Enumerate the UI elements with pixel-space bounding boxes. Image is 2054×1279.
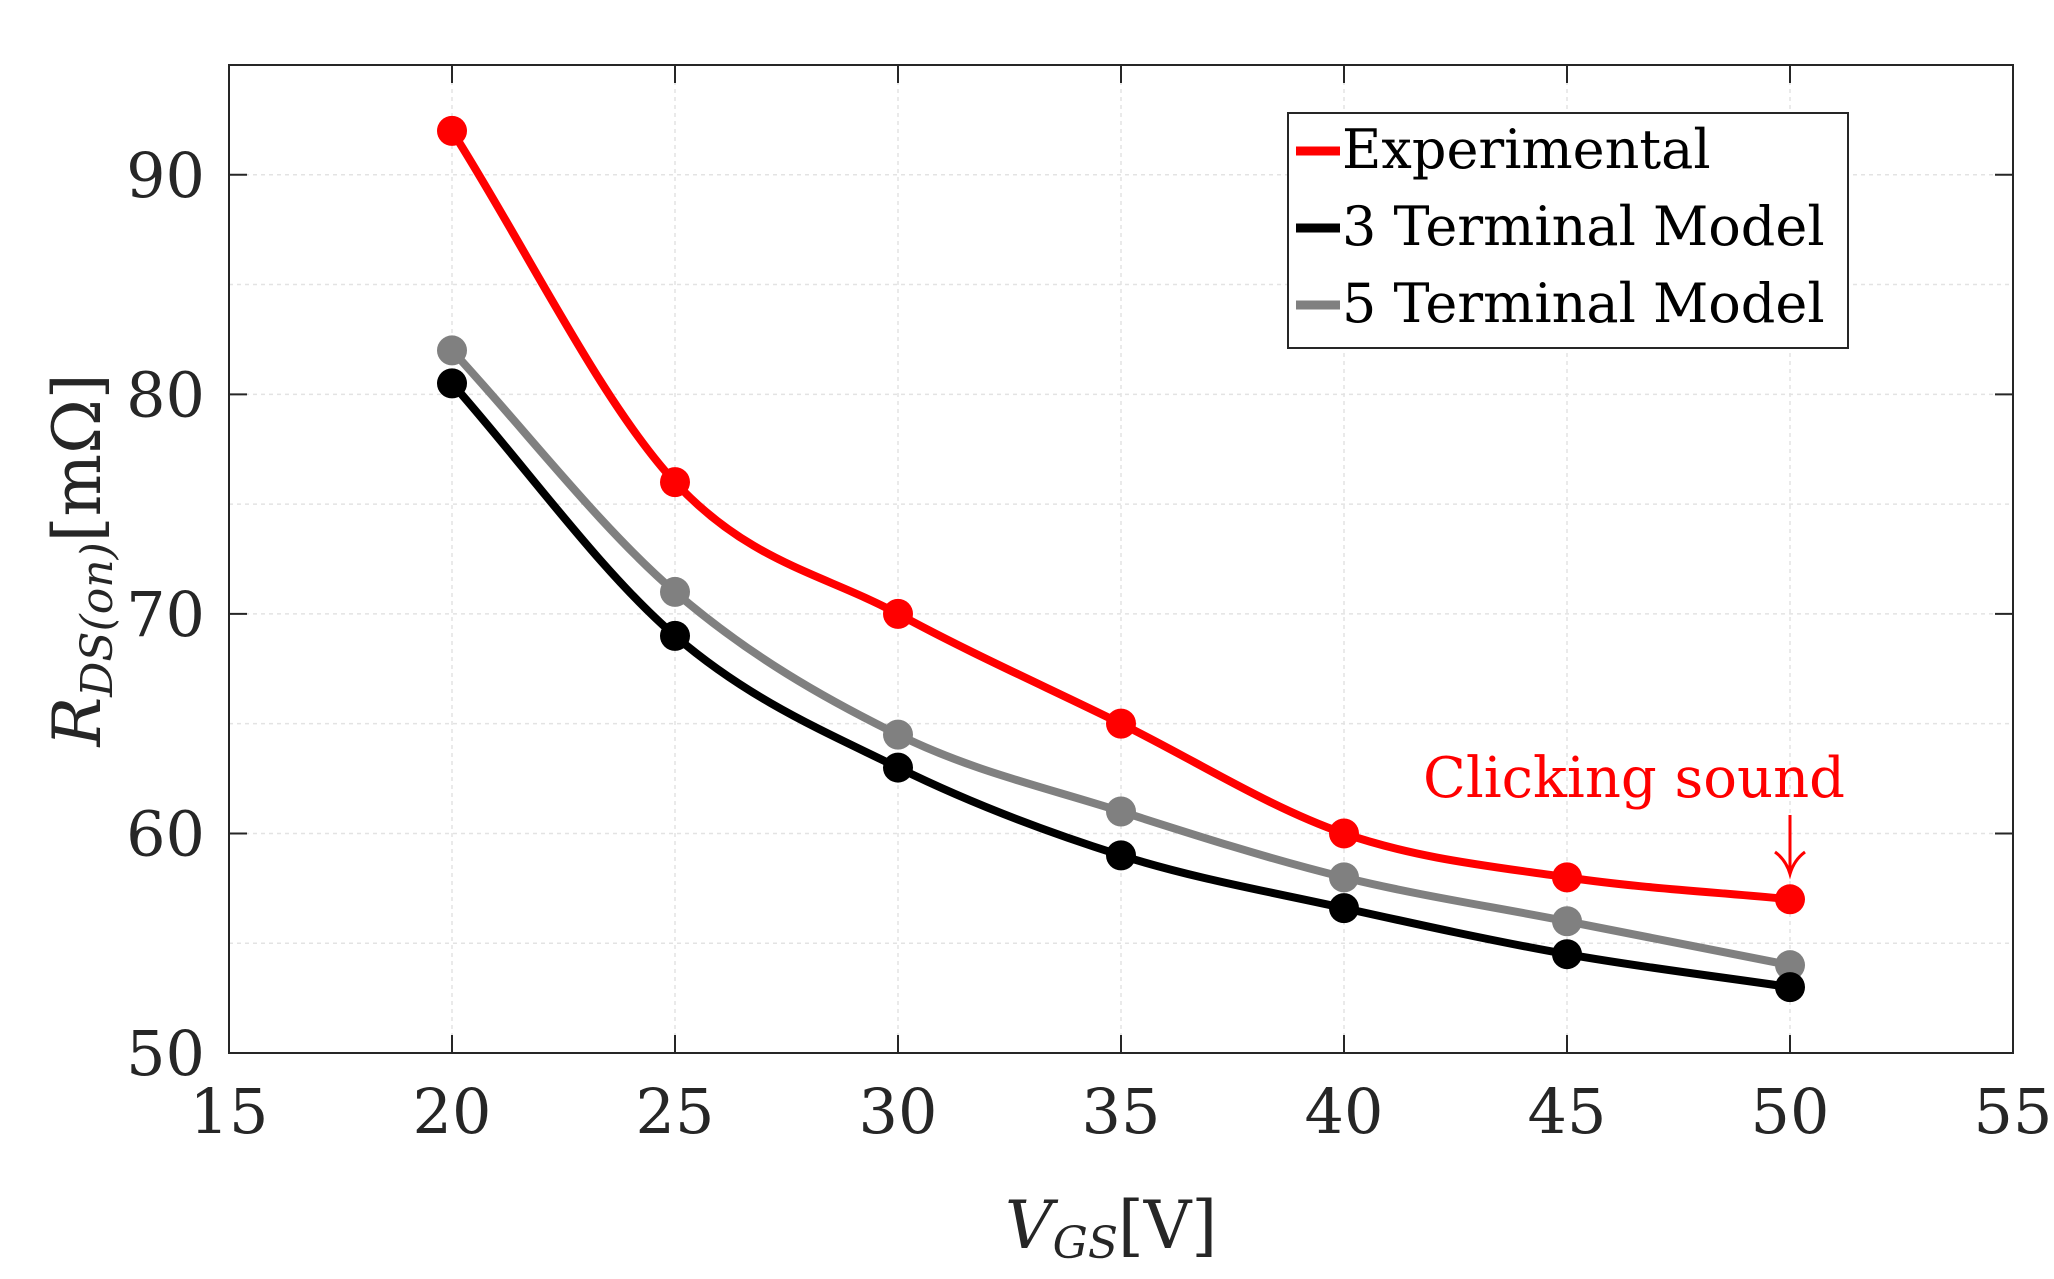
- point-experimental-50: [1775, 884, 1805, 915]
- point-5-terminal-model-35: [1106, 796, 1136, 827]
- point-3-terminal-model-45: [1552, 939, 1582, 970]
- legend-label-3-terminal: 3 Terminal Model: [1342, 195, 1825, 258]
- annotation-arrow-head: [1774, 850, 1806, 880]
- point-3-terminal-model-20: [437, 368, 467, 399]
- y-tick-label-80: 80: [126, 358, 205, 431]
- legend-entry-3-terminal: 3 Terminal Model: [1296, 195, 1825, 258]
- x-tick-label-45: 45: [1528, 1075, 1607, 1148]
- legend-box: [1287, 112, 1849, 349]
- x-tick-label-20: 20: [413, 1075, 492, 1148]
- y-axis-label: RDS(on)[mΩ]: [39, 373, 123, 747]
- point-5-terminal-model-30: [883, 719, 913, 750]
- y-tick-label-70: 70: [126, 578, 205, 651]
- legend: Experimental 3 Terminal Model 5 Terminal…: [1287, 112, 1849, 349]
- point-5-terminal-model-40: [1329, 862, 1359, 893]
- point-3-terminal-model-50: [1775, 972, 1805, 1003]
- point-5-terminal-model-20: [437, 335, 467, 366]
- x-axis-label: VGS[V]: [1005, 1187, 1217, 1269]
- y-tick-label-90: 90: [126, 139, 205, 212]
- y-axis-label-main: R: [39, 697, 116, 748]
- axis-ticks: [228, 65, 2014, 1054]
- legend-label-5-terminal: 5 Terminal Model: [1342, 272, 1825, 335]
- x-tick-label-30: 30: [859, 1075, 938, 1148]
- point-3-terminal-model-35: [1106, 840, 1136, 871]
- x-tick-label-50: 50: [1751, 1075, 1830, 1148]
- x-axis-label-unit: [V]: [1118, 1187, 1217, 1264]
- x-tick-label-15: 15: [190, 1075, 269, 1148]
- series-markers: [437, 115, 1805, 1003]
- x-tick-label-35: 35: [1082, 1075, 1161, 1148]
- annotation: Clicking sound: [1423, 746, 1845, 880]
- legend-entry-5-terminal: 5 Terminal Model: [1296, 272, 1825, 335]
- point-3-terminal-model-30: [883, 752, 913, 783]
- point-5-terminal-model-45: [1552, 906, 1582, 937]
- legend-label-experimental: Experimental: [1342, 118, 1711, 181]
- x-axis-label-sub: GS: [1053, 1218, 1118, 1269]
- point-5-terminal-model-25: [660, 576, 690, 607]
- y-axis-label-unit: [mΩ]: [39, 373, 116, 542]
- point-experimental-35: [1106, 708, 1136, 739]
- point-experimental-20: [437, 115, 467, 146]
- y-tick-label-60: 60: [126, 797, 205, 870]
- x-axis-label-main: V: [1005, 1187, 1059, 1264]
- point-experimental-30: [883, 598, 913, 629]
- point-experimental-45: [1552, 862, 1582, 893]
- point-experimental-25: [660, 467, 690, 498]
- x-tick-label-25: 25: [636, 1075, 715, 1148]
- point-experimental-40: [1329, 818, 1359, 849]
- legend-entry-experimental: Experimental: [1296, 118, 1711, 181]
- x-tick-label-40: 40: [1305, 1075, 1384, 1148]
- point-5-terminal-model-50: [1775, 950, 1805, 981]
- x-tick-label-55: 55: [1974, 1075, 2053, 1148]
- y-tick-label-50: 50: [126, 1017, 205, 1090]
- x-tick-labels: 15 20 25 30 35 40 45 50 55: [190, 1075, 2053, 1148]
- annotation-text: Clicking sound: [1423, 746, 1845, 811]
- y-tick-labels: 50 60 70 80 90: [126, 139, 205, 1090]
- point-3-terminal-model-40: [1329, 893, 1359, 924]
- y-axis-label-sub: DS(on): [72, 542, 123, 698]
- point-3-terminal-model-25: [660, 620, 690, 651]
